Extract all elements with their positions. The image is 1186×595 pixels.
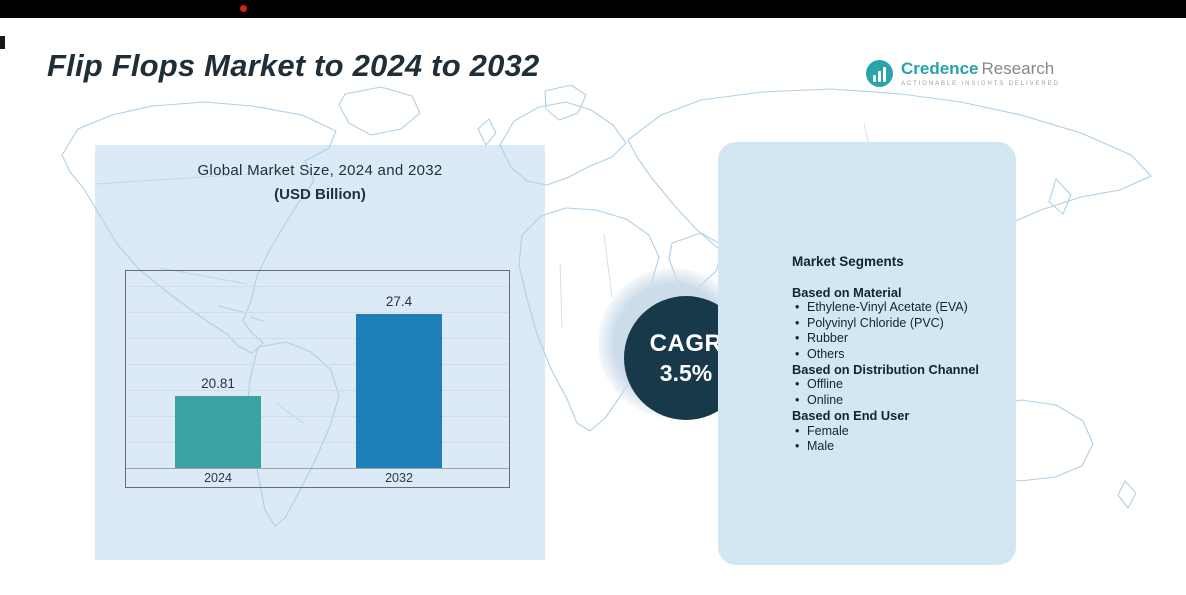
bar-column-2032: 27.4: [356, 294, 442, 468]
segment-item: Online: [792, 393, 1006, 409]
brand-text: Credence Research Actionable Insights Del…: [901, 60, 1060, 87]
bar-2024: [175, 396, 261, 468]
chart-subtitle: (USD Billion): [274, 186, 366, 203]
x-axis-label-2032: 2032: [385, 471, 413, 485]
segment-group-heading-distribution: Based on Distribution Channel: [792, 362, 979, 378]
cagr-label: CAGR: [649, 329, 723, 357]
edge-mark: [0, 36, 5, 49]
brand-logo: Credence Research Actionable Insights Del…: [866, 60, 1060, 87]
bar-value-label-2032: 27.4: [385, 294, 413, 309]
segment-item: Rubber: [792, 331, 1006, 347]
segment-group-heading-enduser: Based on End User: [792, 408, 910, 424]
segment-list-material: Ethylene-Vinyl Acetate (EVA) Polyvinyl C…: [792, 300, 1006, 362]
market-segments-panel: Market Segments Based on Material Ethyle…: [718, 142, 1016, 565]
chart-title: Global Market Size, 2024 and 2032: [197, 162, 443, 179]
segments-title: Market Segments: [792, 254, 904, 269]
segments-content: Market Segments Based on Material Ethyle…: [792, 254, 1006, 455]
cagr-value: 3.5%: [659, 359, 713, 386]
brand-tagline: Actionable Insights Delivered: [901, 81, 1060, 87]
brand-name-primary: Credence: [901, 59, 979, 78]
bar-value-label-2024: 20.81: [201, 376, 235, 391]
segment-list-distribution: Offline Online: [792, 377, 1006, 408]
segment-item: Female: [792, 424, 1006, 440]
segment-item: Offline: [792, 377, 1006, 393]
x-axis-label-2024: 2024: [204, 471, 232, 485]
chart-title-block: Global Market Size, 2024 and 2032 (USD B…: [95, 162, 545, 203]
segment-item: Polyvinyl Chloride (PVC): [792, 316, 1006, 332]
red-accent-dot: [240, 5, 247, 12]
brand-name-secondary: Research: [981, 59, 1055, 78]
bar-chart: 20.81 27.4 2024 2032: [125, 270, 510, 488]
page-title: Flip Flops Market to 2024 to 2032: [47, 48, 540, 83]
chart-plot-area: 20.81 27.4: [126, 282, 509, 469]
segment-list-enduser: Female Male: [792, 424, 1006, 455]
segment-item: Ethylene-Vinyl Acetate (EVA): [792, 300, 1006, 316]
bar-column-2024: 20.81: [175, 376, 261, 468]
top-bar: [0, 0, 1186, 18]
credence-logo-icon: [866, 60, 893, 87]
segment-item: Others: [792, 347, 1006, 363]
segment-item: Male: [792, 439, 1006, 455]
segment-group-heading-material: Based on Material: [792, 285, 902, 300]
bar-2032: [356, 314, 442, 468]
